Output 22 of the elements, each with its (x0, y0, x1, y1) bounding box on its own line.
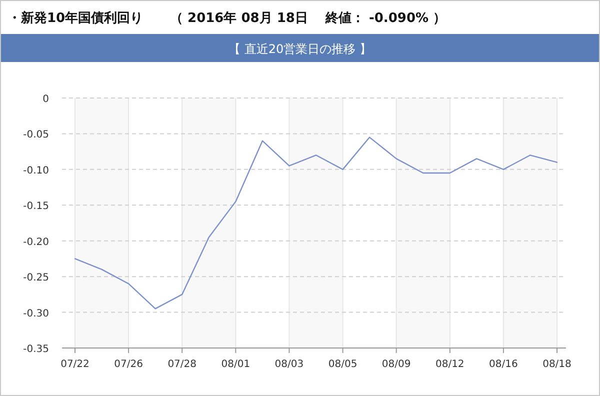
x-tick-label: 07/26 (114, 359, 143, 370)
x-tick-label: 08/12 (435, 359, 464, 370)
text: 【 直近20営業日の推移 】 (228, 42, 372, 56)
y-tick-label: -0.30 (23, 308, 49, 320)
x-tick-label: 08/01 (221, 359, 250, 370)
x-tick-label: 08/05 (328, 359, 358, 370)
y-tick-label: -0.10 (23, 165, 49, 176)
x-tick-label: 07/28 (168, 359, 197, 370)
x-tick-label: 08/03 (274, 359, 304, 370)
y-tick-label: -0.25 (23, 272, 49, 284)
x-tick-label: 08/18 (542, 359, 572, 370)
x-tick-label: 07/22 (60, 359, 90, 370)
x-tick-label: 08/16 (489, 359, 518, 370)
y-tick-label: -0.35 (23, 344, 49, 355)
line-series (74, 136, 558, 310)
y-tick-label: 0 (42, 94, 49, 105)
y-tick-label: -0.20 (23, 236, 49, 248)
x-tick-label: 08/09 (382, 359, 411, 370)
y-tick-label: -0.05 (23, 130, 49, 141)
y-tick-label: -0.15 (23, 201, 49, 212)
chart-subtitle: （ 2016年 08月 18日 終値： -0.090% ） (170, 11, 446, 26)
chart-title: ・新発10年国債利回り (8, 10, 144, 26)
